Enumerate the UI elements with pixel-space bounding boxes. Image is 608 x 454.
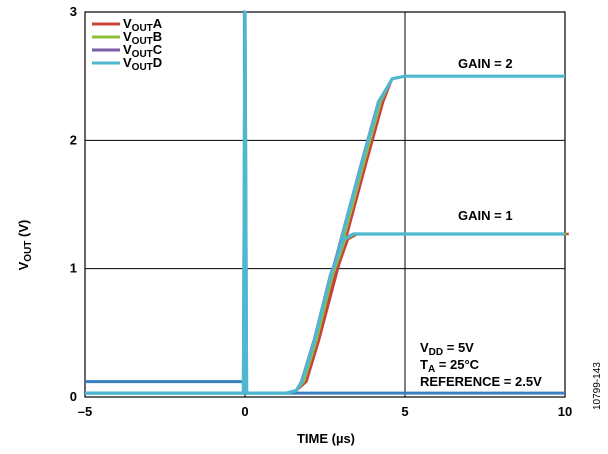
y-axis-label: VOUT (V): [16, 220, 34, 271]
vdd-label: VDD = 5V: [420, 340, 474, 358]
plot-area: [85, 10, 569, 395]
gain-2-label: GAIN = 2: [458, 56, 513, 71]
ta-label: TA = 25°C: [420, 357, 480, 375]
x-axis-label: TIME (µs): [297, 431, 355, 446]
x-tick-label: 5: [401, 404, 408, 419]
legend-label-c: VOUTC: [123, 42, 163, 60]
vout-trace-d-gain-1: [85, 10, 565, 395]
legend-label-b: VOUTB: [123, 29, 162, 47]
x-tick-label: 10: [558, 404, 572, 419]
reference-label: REFERENCE = 2.5V: [420, 374, 542, 389]
figure-id: 10799-143: [592, 362, 603, 410]
x-tick-label: –5: [78, 404, 92, 419]
gain-1-label: GAIN = 1: [458, 208, 513, 223]
y-tick-label: 3: [70, 4, 77, 19]
plot-frame: [84, 11, 566, 398]
x-tick-label: 0: [241, 404, 248, 419]
y-tick-label: 1: [70, 261, 77, 276]
y-tick-label: 2: [70, 132, 77, 147]
legend-label-d: VOUTD: [123, 55, 162, 73]
y-tick-label: 0: [70, 389, 77, 404]
legend-label-a: VOUTA: [123, 16, 163, 34]
